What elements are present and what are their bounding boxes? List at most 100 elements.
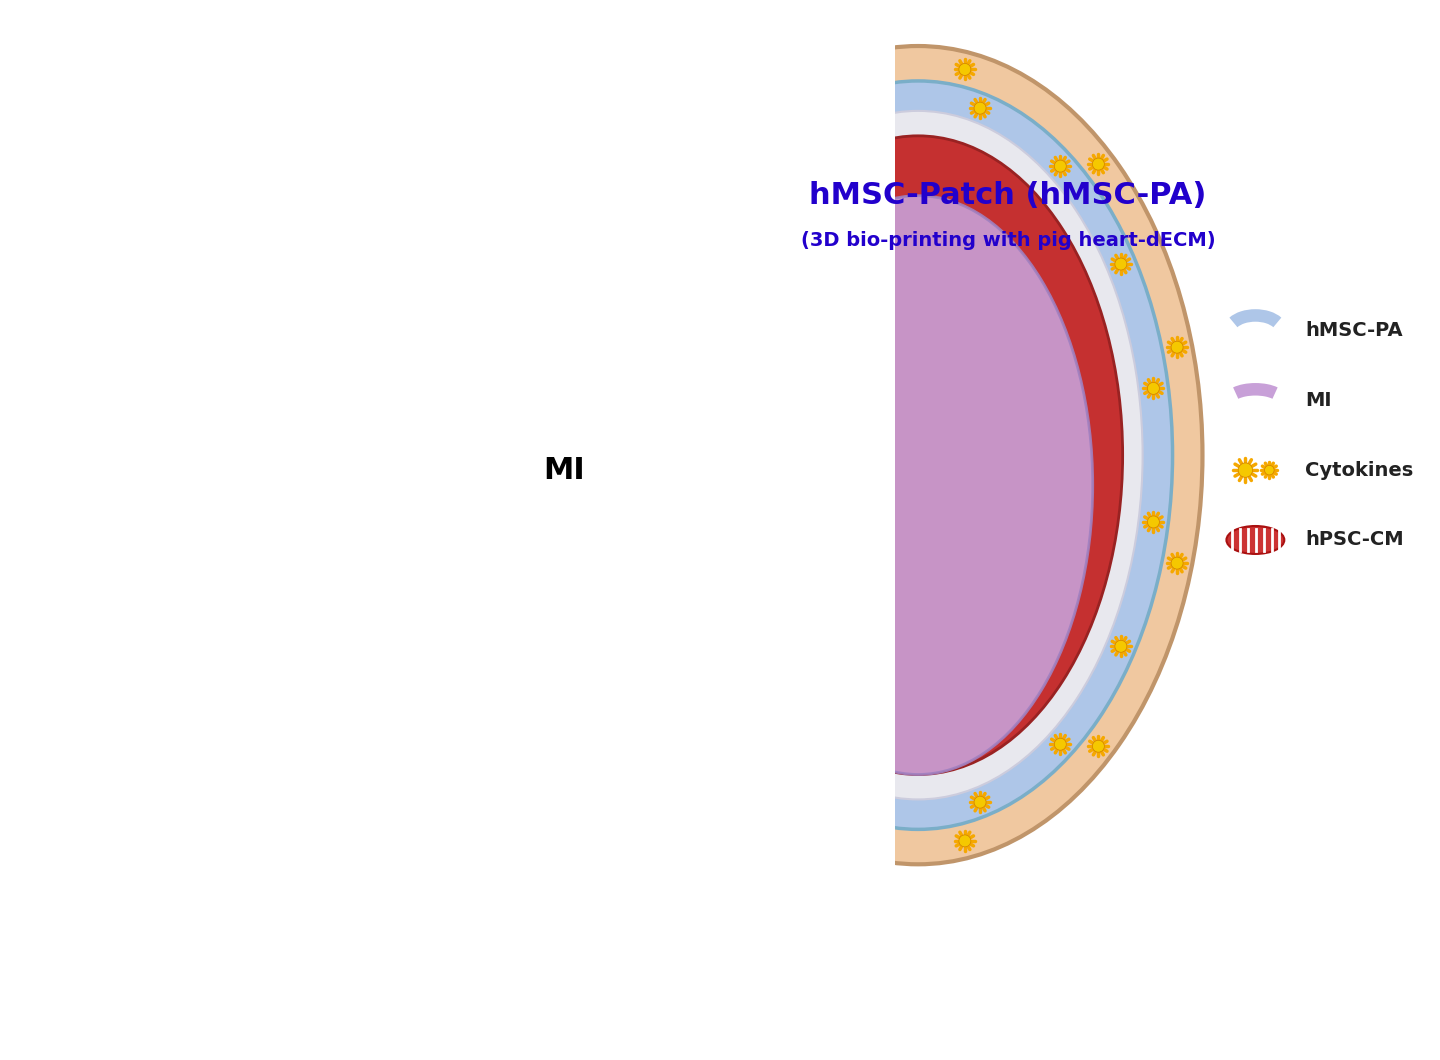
Ellipse shape [664, 81, 1172, 829]
Text: :: : [451, 828, 461, 851]
Ellipse shape [786, 445, 881, 453]
Ellipse shape [279, 16, 340, 86]
Ellipse shape [786, 302, 881, 308]
Ellipse shape [786, 607, 881, 615]
Ellipse shape [634, 46, 1202, 864]
Circle shape [1093, 158, 1104, 170]
Ellipse shape [786, 445, 881, 453]
Ellipse shape [634, 46, 1202, 864]
Circle shape [959, 64, 971, 75]
Text: ↑: ↑ [688, 826, 711, 853]
Ellipse shape [786, 535, 881, 543]
Ellipse shape [33, 121, 88, 191]
Ellipse shape [786, 320, 881, 326]
Ellipse shape [786, 589, 881, 597]
Ellipse shape [786, 643, 881, 650]
Ellipse shape [786, 481, 881, 489]
Ellipse shape [786, 517, 881, 525]
FancyBboxPatch shape [688, 77, 766, 156]
Circle shape [279, 370, 619, 709]
Ellipse shape [786, 661, 881, 668]
Ellipse shape [786, 589, 881, 597]
Ellipse shape [786, 248, 881, 255]
Circle shape [1054, 738, 1066, 750]
Ellipse shape [634, 46, 1202, 864]
Ellipse shape [786, 481, 881, 489]
Ellipse shape [1227, 526, 1284, 554]
FancyArrowPatch shape [711, 426, 835, 475]
Ellipse shape [786, 607, 881, 615]
FancyBboxPatch shape [554, 82, 763, 289]
Ellipse shape [786, 571, 881, 579]
Ellipse shape [743, 196, 1093, 775]
Ellipse shape [285, 176, 484, 505]
Text: Vascular regeneration: Vascular regeneration [480, 881, 757, 901]
Bar [0, 1, 896, 1059]
Ellipse shape [259, 709, 379, 770]
FancyBboxPatch shape [12, 243, 148, 697]
Ellipse shape [786, 463, 881, 471]
Ellipse shape [786, 625, 881, 632]
FancyBboxPatch shape [556, 112, 622, 194]
Text: hMSC-Patch (hMSC-PA): hMSC-Patch (hMSC-PA) [809, 181, 1207, 210]
Ellipse shape [786, 284, 881, 292]
Ellipse shape [743, 196, 1093, 775]
Ellipse shape [289, 200, 429, 360]
Ellipse shape [786, 625, 881, 632]
Circle shape [1093, 740, 1104, 753]
Ellipse shape [786, 374, 881, 381]
Ellipse shape [786, 571, 881, 579]
Text: hPSC-CM: hPSC-CM [1305, 530, 1404, 549]
Ellipse shape [354, 480, 445, 639]
Ellipse shape [786, 428, 881, 435]
Ellipse shape [884, 136, 896, 775]
Ellipse shape [330, 266, 419, 395]
Text: +: + [194, 828, 233, 851]
Circle shape [334, 346, 664, 675]
Circle shape [1148, 516, 1159, 528]
Bar [0, 1, 888, 1059]
Ellipse shape [786, 445, 881, 453]
Ellipse shape [786, 410, 881, 417]
Ellipse shape [786, 410, 881, 417]
Ellipse shape [786, 517, 881, 525]
Ellipse shape [786, 356, 881, 363]
FancyBboxPatch shape [560, 246, 599, 284]
Ellipse shape [870, 81, 912, 829]
Ellipse shape [786, 230, 881, 237]
Ellipse shape [713, 136, 1123, 775]
Circle shape [1171, 558, 1184, 569]
Ellipse shape [786, 589, 881, 597]
Ellipse shape [53, 192, 405, 749]
Circle shape [384, 250, 415, 281]
Text: hPSC-CMs: hPSC-CMs [37, 828, 180, 851]
Ellipse shape [544, 125, 603, 166]
Ellipse shape [24, 101, 573, 760]
Ellipse shape [786, 679, 881, 686]
Ellipse shape [786, 374, 881, 381]
Text: MI: MI [543, 456, 585, 484]
Text: ↑: ↑ [808, 878, 831, 905]
Ellipse shape [786, 356, 881, 363]
Ellipse shape [786, 338, 881, 344]
Ellipse shape [786, 553, 881, 561]
Text: hMSC-PA: hMSC-PA [1305, 321, 1403, 340]
Ellipse shape [694, 111, 1142, 799]
Ellipse shape [786, 248, 881, 255]
Ellipse shape [786, 625, 881, 632]
Ellipse shape [743, 196, 1093, 775]
Circle shape [1171, 341, 1184, 353]
Ellipse shape [786, 428, 881, 435]
FancyBboxPatch shape [553, 214, 631, 292]
Circle shape [973, 102, 986, 114]
Text: Retention and engraftment of hiPSC-CMs: Retention and engraftment of hiPSC-CMs [480, 933, 996, 953]
Ellipse shape [863, 41, 917, 869]
Text: ↑: ↑ [1097, 930, 1120, 957]
Ellipse shape [786, 607, 881, 615]
Ellipse shape [786, 212, 881, 219]
Ellipse shape [786, 266, 881, 273]
Ellipse shape [883, 136, 899, 775]
Ellipse shape [786, 392, 881, 399]
Ellipse shape [786, 643, 881, 650]
Ellipse shape [694, 111, 1142, 799]
